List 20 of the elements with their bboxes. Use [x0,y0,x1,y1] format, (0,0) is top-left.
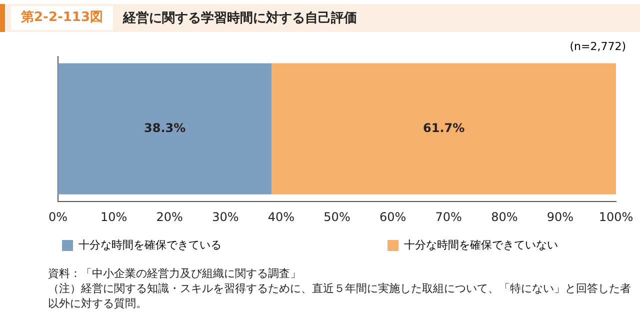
x-tick-label: 40% [268,210,295,224]
x-tick-label: 20% [156,210,183,224]
x-tick-label: 100% [598,210,634,224]
legend-label: 十分な時間を確保できていない [404,238,558,252]
x-tick-label: 60% [379,210,406,224]
chart-subtitle: 第2-2-113図 [11,6,114,30]
x-tick-label: 90% [546,210,574,224]
x-tick-label: 10% [100,210,128,224]
text: 資料：「中小企業の経営力及び組織に関する調査」 [48,266,302,281]
text: (n=2,772) [570,40,626,53]
x-tick-label: 80% [491,210,518,224]
x-tick-label: 70% [435,210,462,224]
data-label: 38.3% [144,120,186,135]
chart-title: 経営に関する学習時間に対する自己評価 [123,10,358,27]
text: （注）経営に関する知識・スキルを習得するために、直近５年間に実施した取組について、「特にない」と回答した者以外に対する質問。 [48,281,632,311]
x-tick-label: 50% [324,210,350,224]
x-tick-label: 0% [48,210,68,224]
legend-label: 十分な時間を確保できている [78,238,376,252]
x-tick-label: 30% [212,210,239,224]
data-label: 61.7% [423,120,465,135]
